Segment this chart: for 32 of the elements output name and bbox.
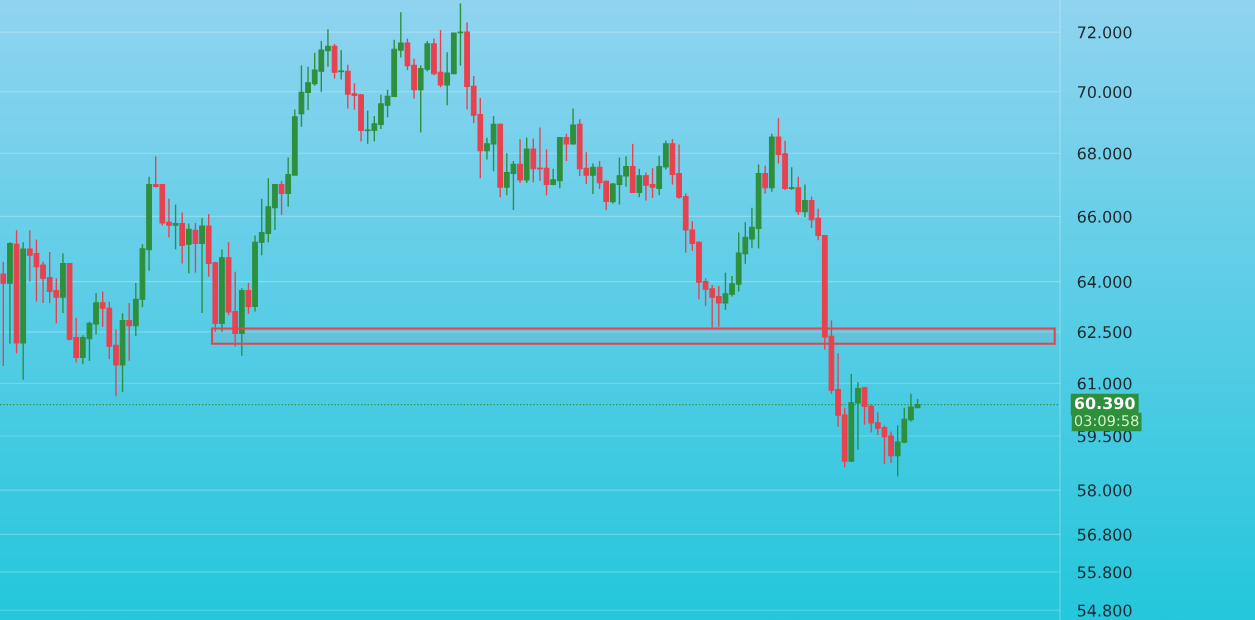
candlestick xyxy=(245,282,252,315)
candlestick xyxy=(788,166,795,191)
y-tick-label: 61.000 xyxy=(1077,377,1132,390)
candlestick xyxy=(590,162,596,195)
y-tick-label: 68.000 xyxy=(1077,147,1132,160)
y-tick-label: 56.800 xyxy=(1077,528,1132,541)
candlestick xyxy=(179,211,186,265)
candlestick xyxy=(185,222,192,275)
y-tick-label: 58.000 xyxy=(1077,484,1132,497)
candlestick xyxy=(762,164,769,195)
candlestick xyxy=(192,222,199,274)
y-tick-label: 64.000 xyxy=(1077,275,1132,288)
y-tick-label: 62.500 xyxy=(1077,326,1132,339)
y-tick-label: 55.800 xyxy=(1077,566,1132,579)
candlestick xyxy=(126,302,133,362)
candlestick xyxy=(517,138,523,184)
ref-line-label: 60.390 xyxy=(1074,397,1135,410)
candlestick xyxy=(570,107,576,146)
candlestick xyxy=(563,132,570,162)
candlestick xyxy=(795,175,802,216)
y-tick-label: 70.000 xyxy=(1077,86,1132,99)
candlestick xyxy=(172,203,179,251)
y-tick-label: 54.800 xyxy=(1077,604,1132,617)
candlestick xyxy=(199,217,205,314)
candlestick xyxy=(802,183,808,218)
candlestick xyxy=(338,49,345,81)
y-tick-label: 72.000 xyxy=(1077,26,1132,39)
text: 03:09:58 xyxy=(1074,415,1139,427)
candlestick xyxy=(278,180,285,216)
y-tick-label: 66.000 xyxy=(1077,210,1132,223)
candlestick xyxy=(0,261,7,367)
candlestick xyxy=(636,168,643,198)
